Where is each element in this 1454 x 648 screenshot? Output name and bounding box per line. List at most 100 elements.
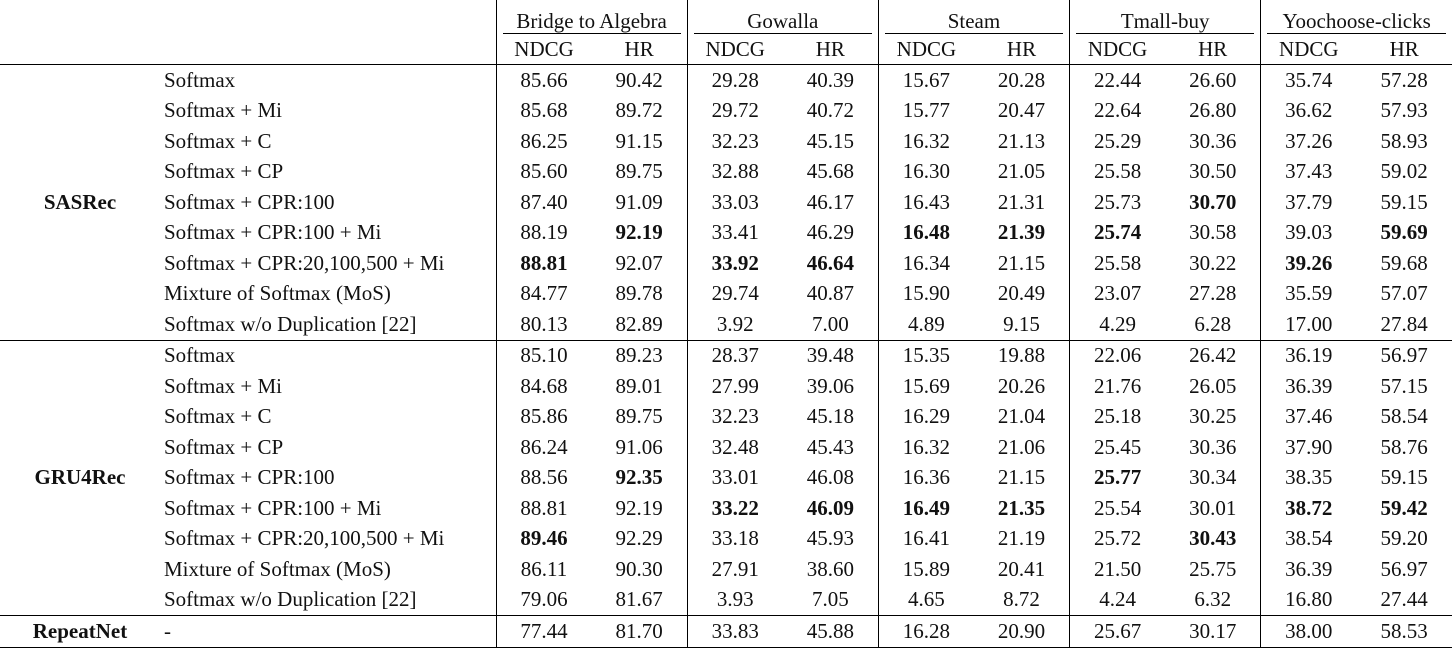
metric-value: 33.03: [686, 187, 783, 218]
metric-value: 21.50: [1069, 554, 1166, 585]
metric-value: 37.46: [1260, 401, 1357, 432]
metric-value: 22.44: [1069, 64, 1166, 96]
metric-value: 29.74: [686, 278, 783, 309]
table-body: SASRec Softmax 85.66 90.42 29.28 40.39 15.67 20…: [0, 64, 1452, 648]
metric-value: 40.87: [806, 281, 854, 306]
metric-value: 30.43: [1189, 526, 1237, 551]
metric-value: 30.58: [1189, 220, 1237, 245]
metric-value: 16.32: [877, 126, 974, 157]
metric-value: 59.15: [1380, 465, 1428, 490]
metric-value: 30.70: [1189, 189, 1237, 214]
metric-value: 89.23: [591, 339, 688, 371]
metric-value: 59.02: [1380, 159, 1428, 184]
metric-value: 29.72: [686, 95, 783, 126]
metric-value: 21.06: [997, 434, 1046, 459]
metric-value: 30.36: [1189, 128, 1237, 153]
metric-value: 30.17: [1165, 615, 1261, 648]
metric-value: 89.72: [615, 98, 663, 123]
metric-value: 45.18: [806, 404, 854, 429]
metric-value: 45.15: [806, 128, 854, 153]
metric-value: 27.99: [686, 371, 783, 402]
header-blank-model: [0, 0, 160, 34]
metric-value: 59.68: [1380, 250, 1428, 275]
metric-value: 45.43: [806, 434, 854, 459]
model-name: SASRec: [43, 189, 117, 214]
table-row: Softmax + Mi 84.68 89.01 27.99 39.06 15.69 20.…: [0, 371, 1452, 402]
metric-value: 29.28: [686, 64, 783, 96]
metric-value: 33.92: [686, 248, 783, 279]
table-row: Softmax + CPR:100 + Mi 88.81 92.19 33.22 46.…: [0, 493, 1452, 524]
metric-value: 57.28: [1380, 67, 1428, 92]
method-name: Mixture of Softmax (MoS): [164, 556, 391, 581]
metric-value: 7.05: [811, 587, 849, 612]
metric-value: 16.28: [877, 615, 974, 648]
metric-value: 82.89: [615, 311, 663, 336]
metric-value: 77.44: [495, 615, 592, 648]
dataset-header: Yoochoose-clicks: [1260, 0, 1452, 34]
metric-value: 89.46: [495, 523, 592, 554]
metric-value: 21.04: [997, 404, 1046, 429]
metric-value: 20.49: [997, 281, 1046, 306]
metric-value: 37.90: [1260, 432, 1357, 463]
metric-value: 6.28: [1194, 311, 1232, 336]
metric-value: 25.72: [1069, 523, 1166, 554]
metric-value: 27.28: [1189, 281, 1237, 306]
metric-value: 91.06: [615, 434, 663, 459]
metric-value: 89.75: [615, 404, 663, 429]
metric-value: 56.97: [1380, 556, 1428, 581]
metric-value: 33.01: [686, 462, 783, 493]
metric-header: NDCG: [877, 34, 974, 65]
metric-value: 25.29: [1069, 126, 1166, 157]
metric-value: 27.84: [1380, 311, 1428, 336]
metric-value: 32.88: [686, 156, 783, 187]
metric-value: 81.67: [615, 587, 663, 612]
table-row: Mixture of Softmax (MoS) 84.77 89.78 29.74 4…: [0, 278, 1452, 309]
metric-header: HR: [973, 34, 1070, 65]
metric-value: 58.53: [1356, 615, 1452, 648]
metric-value: 92.07: [615, 250, 663, 275]
metric-value: 20.41: [997, 556, 1046, 581]
metric-value: 56.97: [1356, 339, 1452, 371]
metric-value: 26.42: [1165, 339, 1261, 371]
metric-value: 36.39: [1260, 371, 1357, 402]
metric-value: 39.03: [1260, 217, 1357, 248]
metric-value: 38.00: [1260, 615, 1357, 648]
metric-value: 79.06: [495, 584, 592, 616]
metric-value: 20.90: [973, 615, 1070, 648]
header-blank-model: [0, 34, 160, 65]
metric-value: 90.30: [615, 556, 663, 581]
metric-value: 88.19: [495, 217, 592, 248]
metric-value: 58.54: [1380, 404, 1428, 429]
metric-value: 25.58: [1069, 156, 1166, 187]
metric-value: 16.80: [1260, 584, 1357, 616]
metric-value: 16.30: [877, 156, 974, 187]
metric-value: 30.34: [1189, 465, 1237, 490]
metric-value: 32.48: [686, 432, 783, 463]
metric-value: 88.81: [495, 248, 592, 279]
dataset-header: Bridge to Algebra: [495, 0, 688, 34]
metric-header: NDCG: [1260, 34, 1357, 65]
metric-value: 88.81: [495, 493, 592, 524]
metric-value: 46.64: [806, 250, 854, 275]
metric-value: 21.31: [997, 189, 1046, 214]
metric-value: 30.01: [1189, 495, 1237, 520]
metric-value: 40.39: [806, 67, 854, 92]
metric-value: 92.19: [615, 495, 663, 520]
method-name: Softmax w/o Duplication [22]: [164, 587, 417, 612]
metric-value: 33.22: [686, 493, 783, 524]
metric-value: 92.29: [615, 526, 663, 551]
table-row: Softmax + C 86.25 91.15 32.23 45.15 16.32 21.1…: [0, 126, 1452, 157]
metric-value: 87.40: [495, 187, 592, 218]
method-name: Softmax + CPR:100: [164, 189, 335, 214]
metric-value: 21.15: [997, 250, 1046, 275]
metric-value: 35.59: [1260, 278, 1357, 309]
metric-value: 3.93: [686, 584, 783, 616]
metric-value: 91.15: [615, 128, 663, 153]
table-row: GRU4Rec Softmax 85.10 89.23 28.37 39.48 15.35 1…: [0, 339, 1452, 616]
metric-value: 28.37: [686, 339, 783, 371]
metric-value: 86.24: [495, 432, 592, 463]
dataset-header: Tmall-buy: [1069, 0, 1261, 34]
table-row: Softmax + CP 85.60 89.75 32.88 45.68 16.30 21.…: [0, 156, 1452, 187]
metric-value: 17.00: [1260, 309, 1357, 340]
